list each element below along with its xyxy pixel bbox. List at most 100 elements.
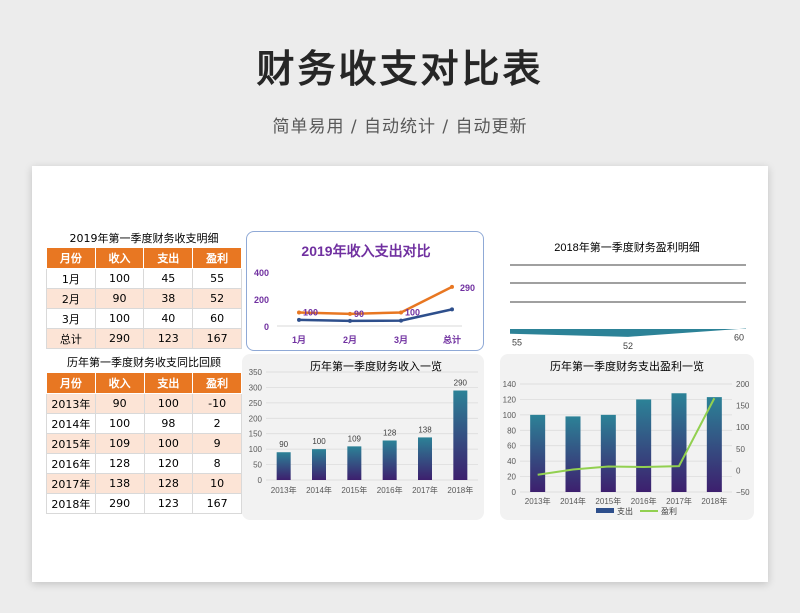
chart-title: 2018年第一季度财务盈利明细	[554, 240, 699, 254]
line-chart-svg: 2019年收入支出对比 0 200 400 100 90 100 290 1月 2月 3月 总计	[254, 243, 475, 345]
data-label: 290	[460, 283, 475, 293]
data-point	[348, 318, 352, 323]
table-cell: 1月	[46, 268, 96, 289]
bar-chart-svg: 历年第一季度财务收入一览 0 50 100 150 200 250 300 350 90 2013…	[249, 359, 478, 495]
x-tick-label: 3月	[394, 335, 408, 345]
table2-caption: 历年第一季度财务收支同比回顾	[67, 356, 221, 369]
table1-caption: 2019年第一季度财务收支明细	[69, 232, 219, 245]
data-point	[348, 311, 352, 316]
series-line	[537, 397, 716, 476]
area-chart-svg: 2018年第一季度财务盈利明细 55 52 60	[510, 240, 746, 351]
table-cell: 100	[94, 308, 145, 329]
table-cell: 123	[143, 328, 194, 349]
table-total-row: 总计 290 123 167	[46, 328, 242, 349]
x-tick-label: 1月	[292, 335, 306, 345]
table-cell: 2014年	[46, 413, 96, 434]
x-tick-label: 总计	[443, 334, 461, 345]
y-tick-label-left: 0	[512, 488, 517, 497]
table-cell: 128	[143, 473, 194, 494]
chart-title: 历年第一季度财务收入一览	[310, 359, 442, 373]
data-label: 60	[734, 333, 744, 343]
y-tick-label: 0	[264, 322, 269, 332]
y-tick-label-right: 0	[736, 466, 741, 475]
data-label: 100	[312, 437, 326, 446]
table-cell: 138	[94, 473, 145, 494]
table-cell: 52	[192, 288, 242, 309]
x-tick-label: 2014年	[560, 496, 586, 506]
y-tick-label-left: 40	[507, 457, 516, 466]
x-tick-label: 2015年	[341, 485, 367, 495]
y-tick-label: 300	[249, 383, 263, 392]
bar	[706, 397, 722, 492]
yearly-comparison-table: 月份 收入 支出 盈利 2013年 90 100 -10 2014年 100 9…	[46, 372, 242, 514]
table-cell: 90	[94, 288, 145, 309]
bar	[671, 393, 687, 492]
table-cell: 60	[192, 308, 242, 329]
chart-title: 2019年收入支出对比	[301, 243, 430, 259]
data-label: 128	[383, 429, 397, 438]
x-tick-label: 2016年	[377, 485, 403, 495]
y-tick-label: 200	[254, 295, 269, 305]
table-cell: 123	[143, 493, 194, 514]
column-header: 收入	[94, 247, 145, 269]
legend-label: 支出	[617, 506, 633, 516]
table-row: 2014年 100 98 2	[46, 413, 242, 434]
income-expense-table-2019: 月份 收入 支出 盈利 1月 100 45 55 2月 90 38 52 3月 …	[46, 247, 242, 349]
y-tick-label-left: 60	[507, 442, 516, 451]
table-cell: 100	[143, 433, 194, 454]
table-row: 1月 100 45 55	[46, 268, 242, 289]
table-cell: 290	[94, 493, 145, 514]
y-tick-label-right: 100	[736, 423, 750, 432]
table-cell: 38	[143, 288, 194, 309]
x-tick-label: 2013年	[525, 496, 551, 506]
y-tick-label: 150	[249, 430, 263, 439]
table-cell: 2月	[46, 288, 96, 309]
bar	[636, 399, 652, 492]
page-title: 财务收支对比表	[256, 47, 544, 91]
data-label: 109	[348, 434, 362, 443]
table-cell: 120	[143, 453, 194, 474]
x-tick-label: 2018年	[447, 485, 473, 495]
table-cell: 45	[143, 268, 194, 289]
y-tick-label-right: 200	[736, 380, 750, 389]
data-label: 55	[512, 338, 522, 348]
bar	[276, 452, 291, 480]
table-cell: 2015年	[46, 433, 96, 454]
table-cell: 2016年	[46, 453, 96, 474]
bar	[347, 446, 362, 480]
table-cell: 40	[143, 308, 194, 329]
bar	[530, 414, 546, 492]
y-tick-label-left: 100	[503, 411, 517, 420]
table-header-row: 月份 收入 支出 盈利	[46, 247, 242, 269]
table-row: 2月 90 38 52	[46, 288, 242, 309]
y-tick-label: 100	[249, 445, 263, 454]
table-cell: 2013年	[46, 393, 96, 414]
column-header: 支出	[143, 372, 194, 394]
table-cell: 128	[94, 453, 145, 474]
expense-profit-combo-chart: 历年第一季度财务支出盈利一览 0 20 40 60 80 100 120 140 −50 0 50 1…	[500, 354, 754, 520]
y-tick-label-right: 50	[736, 445, 745, 454]
column-header: 支出	[143, 247, 194, 269]
y-tick-label: 350	[249, 368, 263, 377]
table-cell: 109	[94, 433, 145, 454]
data-point	[450, 284, 454, 289]
yearly-income-bar-chart: 历年第一季度财务收入一览 0 50 100 150 200 250 300 350 90 2013…	[242, 354, 484, 520]
data-point	[297, 317, 301, 322]
x-tick-label: 2月	[343, 335, 357, 345]
bar	[382, 440, 397, 480]
combo-chart-svg: 历年第一季度财务支出盈利一览 0 20 40 60 80 100 120 140 −50 0 50 1…	[503, 359, 750, 516]
data-label: 90	[354, 309, 364, 319]
table-row: 3月 100 40 60	[46, 308, 242, 329]
table-cell: 2	[192, 413, 242, 434]
table-row: 2013年 90 100 -10	[46, 393, 242, 414]
x-tick-label: 2015年	[595, 496, 621, 506]
y-tick-label: 200	[249, 414, 263, 423]
y-tick-label: 400	[254, 268, 269, 278]
table-cell: 8	[192, 453, 242, 474]
data-point	[399, 318, 403, 323]
table-cell: 9	[192, 433, 242, 454]
bar	[312, 449, 326, 480]
table-row: 2018年 290 123 167	[46, 493, 242, 514]
table-cell: 总计	[46, 328, 96, 349]
data-point	[297, 310, 301, 315]
